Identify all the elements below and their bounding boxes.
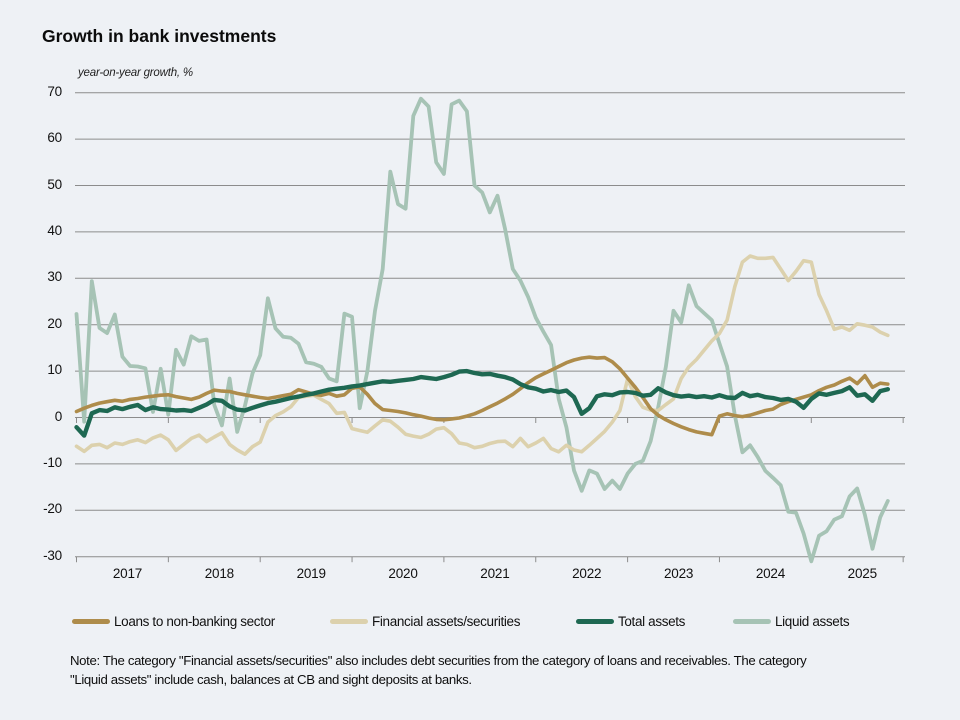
legend-label: Total assets (618, 613, 686, 629)
chart-note: Note: The category "Financial assets/sec… (70, 651, 926, 689)
series-line-financial-assets-securities (74, 254, 890, 457)
y-axis-tick-label: -30 (43, 547, 62, 563)
x-axis-tick-label: 2020 (388, 566, 418, 581)
legend-swatch-icon (330, 618, 368, 624)
y-axis-tick-label: 70 (47, 83, 62, 99)
x-axis-tick-label: 2024 (755, 566, 786, 581)
legend-swatch-icon (733, 618, 771, 624)
x-axis-tick-label: 2021 (480, 566, 510, 581)
y-axis-tick-label: -10 (43, 454, 62, 470)
y-axis-tick-label: 10 (47, 362, 62, 378)
series-line-total-assets (74, 368, 890, 438)
x-axis-tick-label: 2017 (112, 566, 143, 581)
y-axis-tick-label: 40 (47, 222, 62, 238)
y-axis-tick-label: 20 (47, 315, 62, 331)
legend-item-liquid-assets: Liquid assets (733, 612, 850, 630)
x-axis-tick-label: 2023 (663, 566, 694, 581)
legend-item-loans-to-non-banking-sector: Loans to non-banking sector (72, 612, 275, 630)
legend-item-total-assets: Total assets (576, 612, 685, 630)
legend-swatch-icon (576, 618, 614, 624)
legend-label: Loans to non-banking sector (114, 613, 275, 629)
note-line-2: "Liquid assets" include cash, balances a… (70, 672, 472, 687)
note-line-1: Note: The category "Financial assets/sec… (70, 653, 807, 668)
legend-item-financial-assets-securities: Financial assets/securities (330, 612, 520, 630)
x-axis-tick-label: 2022 (572, 566, 602, 581)
chart-title: Growth in bank investments (42, 26, 277, 46)
x-axis-tick-label: 2019 (296, 566, 326, 581)
series-line-loans-to-non-banking-sector (74, 355, 890, 437)
series-line-liquid-assets (74, 96, 890, 564)
y-axis-tick-label: -20 (43, 501, 62, 517)
chart-subtitle: year-on-year growth, % (78, 67, 193, 79)
y-axis-tick-label: 60 (47, 130, 62, 146)
legend-label: Liquid assets (775, 613, 850, 629)
legend-label: Financial assets/securities (372, 613, 521, 629)
legend-swatch-icon (72, 618, 110, 624)
y-axis-tick-label: 0 (54, 408, 63, 424)
y-axis-tick-label: 50 (47, 176, 62, 192)
x-axis-tick-label: 2018 (204, 566, 234, 581)
y-axis-tick-label: 30 (47, 269, 62, 285)
x-axis-tick-label: 2025 (847, 566, 877, 581)
